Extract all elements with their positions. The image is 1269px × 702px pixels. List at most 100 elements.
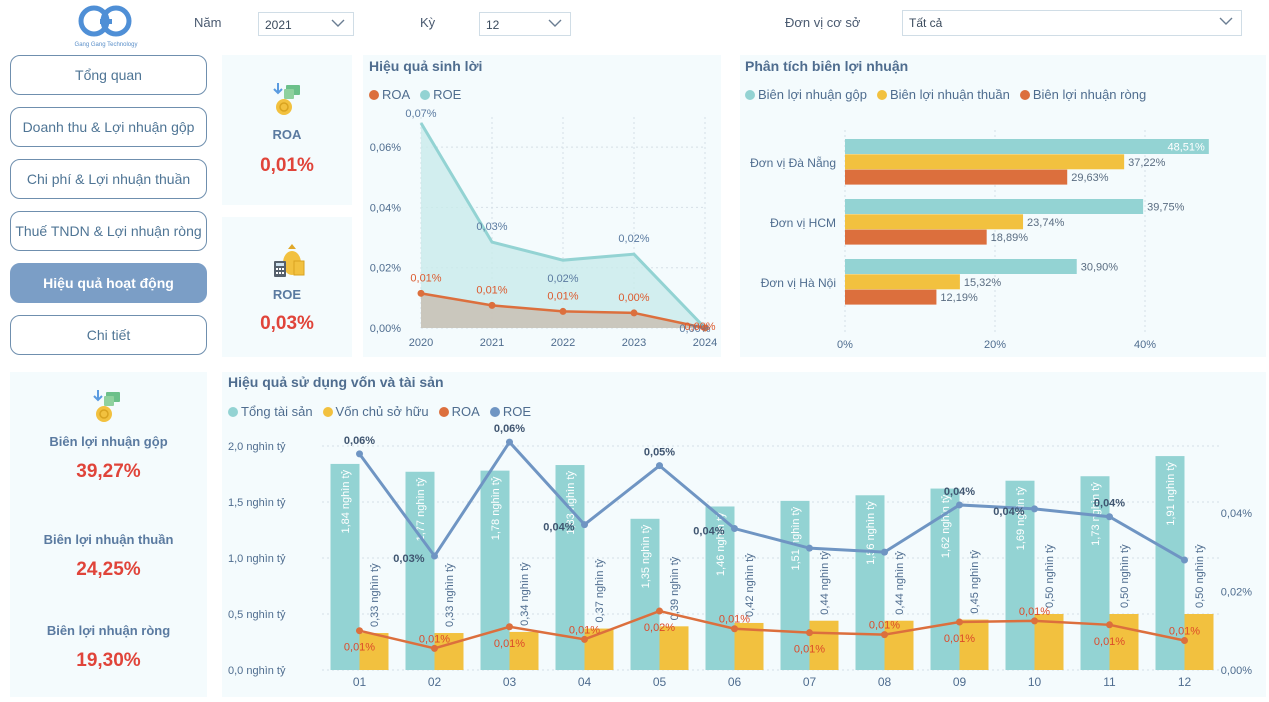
bar — [845, 154, 1125, 170]
equity-label: 0,39 nghìn tỷ — [669, 556, 681, 620]
equity-bar — [884, 620, 914, 670]
chevron-down-icon — [1219, 17, 1233, 25]
chart-legend: Biên lợi nhuận gộp Biên lợi nhuận thuần … — [745, 87, 1152, 102]
roe-data-label: 0,00% — [679, 323, 710, 335]
bar-data-label: 39,75% — [1147, 202, 1185, 214]
total-assets-label: 1,62 nghìn tỷ — [940, 494, 952, 558]
total-assets-label: 1,35 nghìn tỷ — [640, 524, 652, 588]
legend-item[interactable]: ROA — [438, 404, 480, 419]
nav-chi-tiet[interactable]: Chi tiết — [10, 315, 207, 355]
nav-label: Tổng quan — [75, 67, 142, 83]
nav-tong-quan[interactable]: Tổng quan — [10, 55, 207, 95]
year-select[interactable]: 2021 — [258, 12, 354, 36]
y-tick-label: 0,02% — [370, 263, 401, 275]
x-tick-label: 20% — [984, 339, 1006, 351]
x-tick-label: 05 — [653, 675, 667, 689]
x-tick-label: 2023 — [622, 337, 646, 349]
chart-title: Phân tích biên lợi nhuận — [745, 58, 909, 74]
roa-data-label: 0,01% — [494, 638, 525, 650]
category-label: Đơn vị Đà Nẵng — [750, 155, 836, 170]
roa-point — [559, 307, 567, 315]
x-tick-label: 04 — [578, 675, 592, 689]
legend-item[interactable]: ROE — [420, 87, 461, 102]
bar-data-label: 29,63% — [1071, 172, 1109, 184]
calculator-coins-icon — [274, 244, 305, 277]
nav-chi-phi[interactable]: Chi phí & Lợi nhuận thuần — [10, 159, 207, 199]
roa-data-label: 0,01% — [1169, 626, 1200, 638]
legend-item[interactable]: Biên lợi nhuận gộp — [745, 87, 867, 102]
bar-data-label: 30,90% — [1081, 262, 1119, 274]
x-tick-label: 11 — [1103, 675, 1116, 689]
total-assets-label: 1,69 nghìn tỷ — [1015, 486, 1027, 550]
x-tick-label: 12 — [1178, 675, 1192, 689]
kpi-net-operating-margin-value: 24,25% — [76, 559, 141, 580]
legend-item[interactable]: Biên lợi nhuận thuần — [877, 87, 1010, 102]
legend-dot-icon — [322, 406, 333, 417]
roe-point — [1031, 505, 1038, 513]
roa-data-label: 0,00% — [618, 292, 649, 304]
nav-hieu-qua-hoat-dong[interactable]: Hiệu quả hoạt động — [10, 263, 207, 303]
total-assets-label: 1,77 nghìn tỷ — [415, 477, 427, 541]
kpi-net-margin-value: 19,30% — [76, 650, 141, 671]
capital-efficiency-chart: 0,0 nghìn tỷ 0,5 nghìn tỷ 1,0 nghìn tỷ 1,5 … — [228, 423, 1252, 689]
roa-data-label: 0,01% — [719, 614, 750, 626]
roe-data-label: 0,04% — [543, 522, 574, 534]
y-tick-label: 1,5 nghìn tỷ — [228, 497, 286, 509]
kpi-gross-margin-label: Biên lợi nhuận gộp — [49, 434, 168, 449]
category-label: Đơn vị Hà Nội — [761, 276, 836, 290]
legend-item[interactable]: Vốn chủ sở hữu — [322, 404, 429, 419]
total-assets-label: 1,73 nghìn tỷ — [1090, 482, 1102, 546]
bar — [845, 274, 960, 290]
legend-dot-icon — [228, 406, 238, 417]
category-label: Đơn vị HCM — [770, 216, 836, 230]
total-assets-label: 1,51 nghìn tỷ — [790, 506, 802, 570]
capital-efficiency-panel: Hiệu quả sử dụng vốn và tài sản Tổng tài… — [222, 372, 1266, 697]
roa-point — [356, 627, 363, 635]
nav-thue-tndn[interactable]: Thuế TNDN & Lợi nhuận ròng — [10, 211, 207, 251]
roa-point — [656, 607, 663, 615]
roe-data-label: 0,03% — [476, 221, 507, 233]
period-select-value: 12 — [486, 18, 500, 32]
roe-point — [1181, 556, 1188, 564]
kpi-roe-card: ROE 0,03% — [222, 217, 352, 357]
unit-select[interactable]: Tất cả — [902, 10, 1242, 36]
legend-label: ROE — [502, 404, 532, 419]
roe-data-label: 0,02% — [547, 273, 578, 285]
total-assets-label: 1,56 nghìn tỷ — [865, 501, 877, 565]
roa-point — [701, 324, 709, 332]
roe-data-label: 0,04% — [1094, 498, 1125, 510]
roa-point — [806, 629, 813, 637]
roa-point — [417, 289, 425, 297]
money-transfer-icon — [273, 83, 300, 115]
year-select-value: 2021 — [265, 18, 292, 32]
bar-data-label: 48,51% — [1168, 142, 1206, 154]
legend-item[interactable]: ROE — [489, 404, 532, 419]
equity-bar — [509, 631, 539, 670]
equity-label: 0,33 nghìn tỷ — [444, 563, 456, 627]
x-tick-label: 40% — [1134, 339, 1156, 351]
total-assets-label: 1,84 nghìn tỷ — [340, 469, 352, 533]
total-assets-bar — [1005, 480, 1035, 670]
x-tick-label: 09 — [953, 675, 967, 689]
equity-bar — [809, 620, 839, 670]
kpi-gross-margin-value: 39,27% — [76, 461, 141, 482]
equity-label: 0,45 nghìn tỷ — [969, 549, 981, 613]
equity-label: 0,42 nghìn tỷ — [744, 553, 756, 617]
roe-area — [421, 123, 705, 329]
legend-item[interactable]: Biên lợi nhuận ròng — [1019, 87, 1146, 102]
kpi-roa-card: ROA 0,01% — [222, 55, 352, 205]
x-tick-label: 02 — [428, 675, 442, 689]
logo: Gang Gang Technology — [70, 4, 142, 48]
nav-doanh-thu[interactable]: Doanh thu & Lợi nhuận gộp — [10, 107, 207, 147]
y-tick-label: 0,00% — [370, 323, 401, 335]
legend-item[interactable]: ROA — [369, 87, 410, 102]
chart-title: Hiệu quả sinh lời — [369, 58, 483, 74]
y-tick-label: 0,04% — [370, 202, 401, 214]
total-assets-bar — [405, 471, 435, 670]
y-tick-label: 0,06% — [370, 142, 401, 154]
period-select[interactable]: 12 — [479, 12, 571, 36]
equity-label: 0,50 nghìn tỷ — [1044, 544, 1056, 608]
total-assets-label: 1,46 nghìn tỷ — [715, 512, 727, 576]
equity-bar — [1109, 614, 1139, 670]
legend-item[interactable]: Tổng tài sản — [228, 404, 313, 419]
